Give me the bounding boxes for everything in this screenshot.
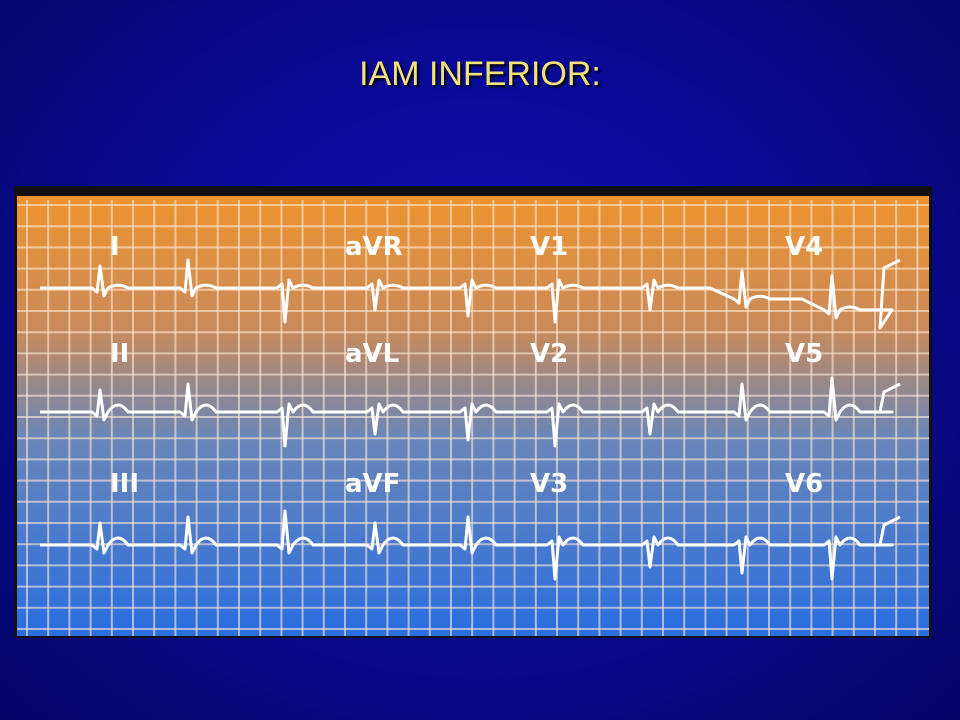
ecg-grid xyxy=(17,200,929,636)
ecg-traces xyxy=(40,258,901,581)
ecg-trace xyxy=(40,258,901,330)
lead-label: V1 xyxy=(530,232,568,262)
lead-label: III xyxy=(110,469,139,499)
slide-title: IAM INFERIOR: xyxy=(359,55,601,93)
lead-label: aVR xyxy=(345,232,403,262)
lead-label: V6 xyxy=(785,469,823,499)
ecg-trace xyxy=(40,376,901,448)
lead-label: V4 xyxy=(785,232,823,262)
lead-label: V5 xyxy=(785,339,823,369)
lead-label: aVL xyxy=(345,339,399,369)
lead-label: I xyxy=(110,232,120,262)
lead-label: II xyxy=(110,339,129,369)
lead-label: aVF xyxy=(345,469,400,499)
ecg-trace xyxy=(40,509,901,581)
lead-label: V3 xyxy=(530,469,568,499)
lead-label: V2 xyxy=(530,339,568,369)
